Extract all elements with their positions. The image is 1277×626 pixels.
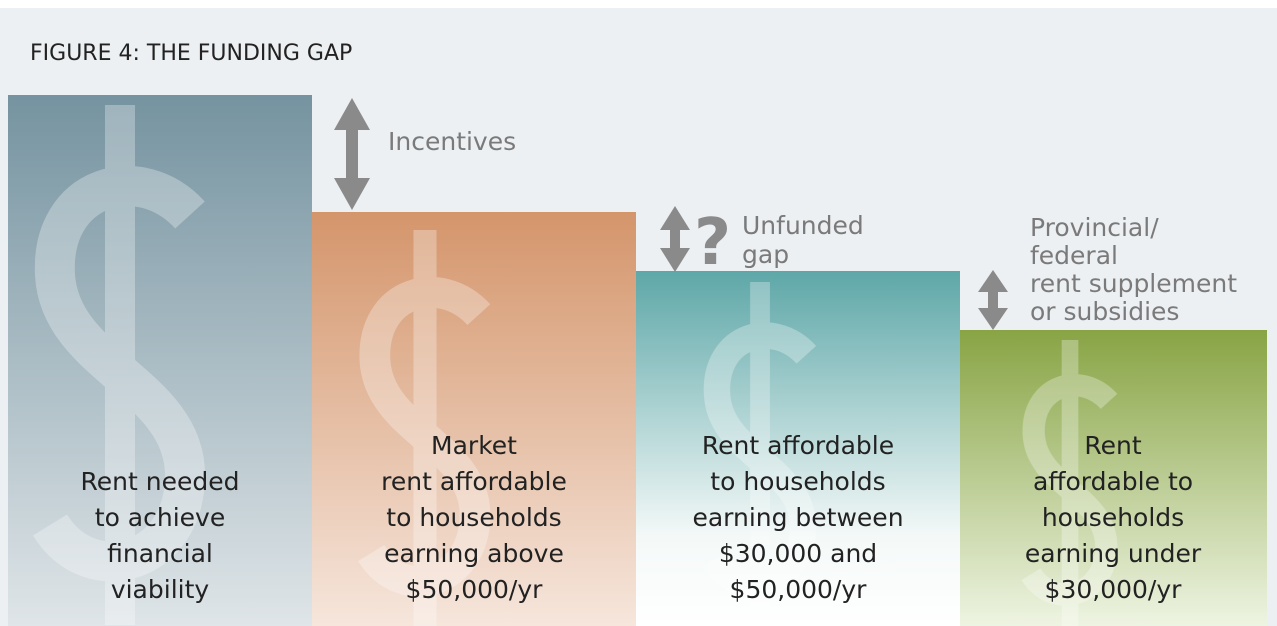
column-label: Rent (1084, 431, 1141, 460)
column-label: $50,000/yr (406, 575, 544, 604)
column-label: earning under (1025, 539, 1202, 568)
double-arrow (334, 98, 370, 210)
column-label: affordable to (1033, 467, 1193, 496)
column (960, 330, 1267, 626)
annotation-label: Provincial/ (1030, 213, 1159, 242)
annotation-label: gap (742, 240, 789, 269)
column-label: $30,000/yr (1045, 575, 1183, 604)
column-label: viability (111, 575, 210, 604)
column-label: to households (386, 503, 561, 532)
column-label: Rent affordable (702, 431, 894, 460)
double-arrow (660, 206, 690, 272)
annotation-label: or subsidies (1030, 297, 1179, 326)
column-label: to households (710, 467, 885, 496)
column-label: earning above (384, 539, 564, 568)
annotation-label: rent supplement (1030, 269, 1237, 298)
annotation-label: federal (1030, 241, 1118, 270)
column-label: Rent needed (81, 467, 240, 496)
column-label: earning between (692, 503, 903, 532)
title: FIGURE 4: THE FUNDING GAP (30, 41, 352, 66)
column-label: households (1042, 503, 1184, 532)
annotation-label: Unfunded (742, 211, 864, 240)
question-mark: ? (694, 206, 731, 280)
column-label: $50,000/yr (730, 575, 868, 604)
column-label: Market (431, 431, 517, 460)
arrows (334, 98, 1008, 330)
column-label: rent affordable (381, 467, 567, 496)
annotation-label: Incentives (388, 127, 516, 156)
column-label: to achieve (95, 503, 225, 532)
column-label: financial (107, 539, 213, 568)
column-label: $30,000 and (719, 539, 877, 568)
double-arrow (978, 270, 1008, 330)
